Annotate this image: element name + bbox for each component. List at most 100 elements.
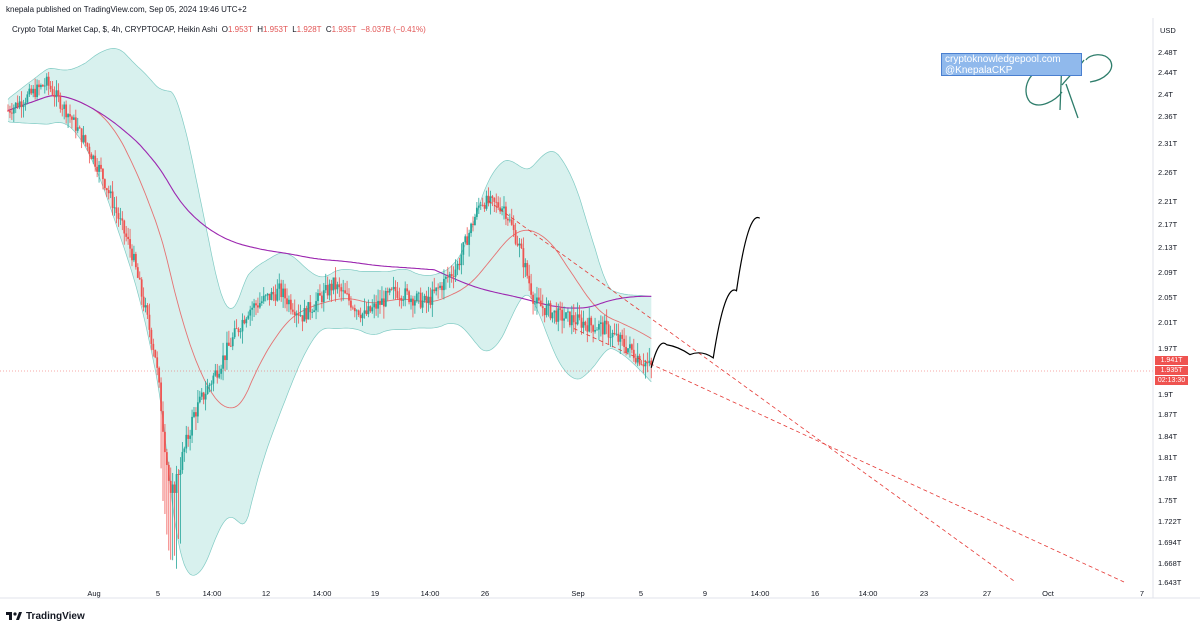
x-tick-label: 19	[371, 589, 379, 598]
candle-body	[514, 230, 517, 244]
candle-body	[278, 283, 281, 289]
candle-body	[231, 337, 234, 347]
candle-body	[40, 85, 42, 88]
candle-body	[346, 293, 348, 295]
candle-body	[142, 296, 145, 308]
candle-body	[479, 204, 482, 206]
candle-body	[138, 277, 141, 280]
candle-body	[125, 233, 128, 237]
candle-body	[324, 284, 327, 291]
candle-body	[419, 292, 422, 308]
footer[interactable]: TradingView	[6, 608, 85, 624]
candle-body	[181, 451, 184, 470]
candle-body	[179, 469, 182, 475]
candle-body	[109, 191, 112, 194]
x-tick-label: 16	[811, 589, 819, 598]
candle-body	[452, 276, 455, 277]
candle-body	[105, 188, 108, 191]
candle-body	[76, 127, 79, 131]
candle-body	[330, 283, 333, 291]
candle-body	[563, 318, 565, 321]
candle-body	[121, 218, 124, 221]
candle-body	[26, 94, 29, 103]
bollinger-upper-line	[7, 48, 652, 309]
ohlc-values: O1.953T H1.953T L1.928T C1.935T −8.037B …	[221, 25, 426, 34]
candle-body	[210, 383, 213, 385]
x-tick-label: 26	[481, 589, 489, 598]
candle-body	[282, 288, 285, 298]
candle-body	[276, 288, 279, 301]
candle-body	[301, 315, 304, 322]
candle-body	[78, 127, 81, 129]
candle-body	[107, 190, 110, 194]
candle-body	[198, 396, 201, 403]
candle-body	[371, 307, 374, 312]
candle-body	[588, 317, 591, 332]
candle-body	[648, 360, 651, 363]
candle-body	[57, 90, 60, 97]
candle-body	[365, 310, 368, 315]
candle-body	[534, 303, 536, 305]
candle-body	[572, 315, 575, 323]
candle-body	[307, 302, 310, 320]
candle-body	[576, 314, 579, 325]
candle-body	[322, 290, 325, 303]
candle-body	[193, 412, 195, 417]
candle-body	[34, 88, 37, 98]
candle-body	[567, 311, 569, 313]
candle-body	[247, 315, 250, 319]
candle-body	[468, 233, 471, 245]
candle-body	[169, 480, 172, 493]
candle-body	[384, 291, 387, 307]
candle-body	[98, 164, 100, 172]
chart-legend[interactable]: Crypto Total Market Cap, $, 4h, CRYPTOCA…	[12, 25, 426, 34]
publisher-line: knepala published on TradingView.com, Se…	[6, 5, 247, 14]
candle-body	[202, 392, 205, 400]
watermark-handle: @KnepalaCKP	[945, 65, 1013, 76]
candle-body	[144, 305, 147, 308]
candle-body	[394, 286, 397, 292]
candle-body	[638, 355, 641, 365]
candle-body	[131, 248, 133, 261]
candle-body	[162, 411, 164, 432]
candle-body	[439, 285, 441, 288]
y-tick-label: 1.97T	[1158, 344, 1178, 353]
candle-body	[437, 287, 440, 289]
candle-body	[518, 243, 521, 246]
y-tick-label: 1.87T	[1158, 410, 1178, 419]
y-tick-label: 1.81T	[1158, 453, 1178, 462]
candle-body	[634, 358, 637, 363]
candle-body	[388, 288, 391, 293]
y-tick-label: 1.722T	[1158, 517, 1182, 526]
candle-body	[532, 294, 534, 304]
candle-body	[353, 308, 356, 312]
candle-body	[510, 219, 513, 225]
candle-body	[326, 284, 329, 296]
candle-body	[253, 303, 255, 308]
trendline[interactable]	[573, 328, 1125, 583]
currency-label[interactable]: USD	[1160, 26, 1176, 35]
candle-body	[506, 218, 509, 221]
candle-body	[619, 334, 622, 342]
candle-body	[495, 201, 498, 203]
candle-body	[32, 88, 35, 94]
candle-body	[63, 104, 66, 109]
candle-body	[398, 297, 401, 299]
candle-body	[553, 310, 556, 313]
candle-body	[115, 207, 118, 214]
candle-body	[466, 236, 469, 245]
change-value: −8.037B (−0.41%)	[360, 25, 426, 34]
candle-body	[487, 195, 490, 204]
candle-body	[621, 334, 624, 339]
candle-body	[47, 76, 50, 86]
candle-body	[22, 104, 25, 108]
candle-body	[512, 224, 515, 231]
candle-body	[516, 243, 519, 246]
candle-body	[570, 315, 573, 326]
candle-body	[7, 110, 9, 112]
trendline[interactable]	[488, 200, 1016, 583]
watermark-site: cryptoknowledgepool.com	[945, 54, 1061, 65]
candle-body	[555, 310, 558, 322]
